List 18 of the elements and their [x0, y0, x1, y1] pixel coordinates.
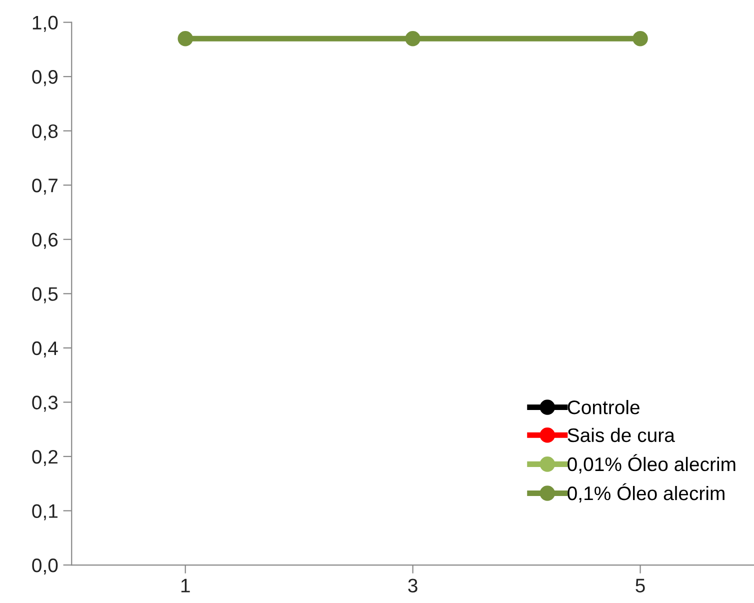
- y-tick-label: 0,1: [32, 504, 58, 520]
- y-tick-label: 0,3: [32, 396, 58, 412]
- y-tick-label: 0,0: [32, 558, 58, 575]
- y-tick-label: 0,8: [32, 124, 58, 140]
- y-tick-label: 1,0: [32, 16, 58, 32]
- legend-label: 0,1% Óleo alecrim: [568, 483, 724, 503]
- legend-label: 0,01% Óleo alecrim: [568, 454, 736, 474]
- legend-label: Controle: [568, 400, 640, 414]
- y-tick-label: 0,5: [32, 287, 58, 304]
- y-tick-label: 0,9: [32, 70, 58, 86]
- x-tick-label: 3: [408, 578, 418, 592]
- y-tick-label: 0,7: [32, 178, 58, 195]
- legend-label: Sais de cura: [568, 428, 675, 442]
- y-tick-label: 0,4: [32, 341, 58, 358]
- y-tick-label: 0,2: [32, 450, 58, 466]
- y-tick-label: 0,6: [32, 232, 58, 249]
- x-tick-label: 5: [636, 578, 645, 592]
- x-tick-label: 1: [181, 578, 190, 592]
